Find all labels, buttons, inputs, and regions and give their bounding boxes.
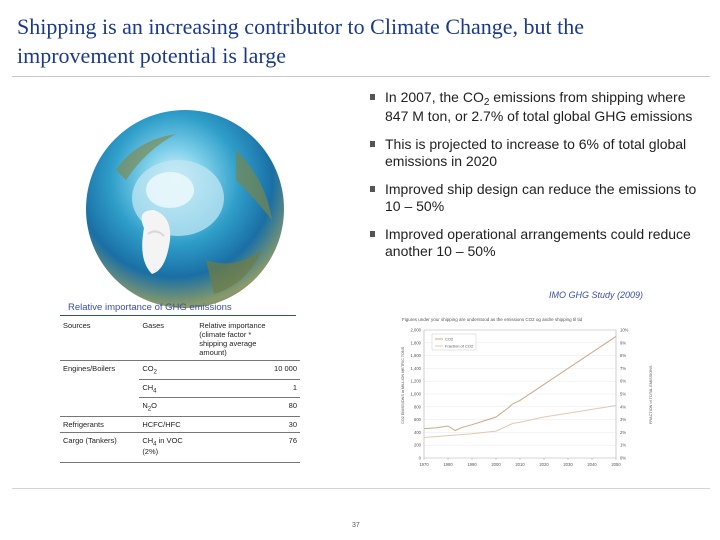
chart-y-tick-label: 1,200 — [411, 379, 422, 384]
chart-y2-tick-label: 10% — [620, 328, 629, 333]
chart-x-tick-label: 2050 — [611, 462, 621, 467]
bullet-text: Improved ship design can reduce the emis… — [385, 181, 697, 214]
key-points-list: In 2007, the CO2 emissions from shipping… — [370, 89, 700, 271]
chart-y2-tick-label: 5% — [620, 392, 626, 397]
chart-y2-tick-label: 3% — [620, 417, 626, 422]
bullet-point: Improved operational arrangements could … — [370, 226, 700, 260]
table-cell-source: Refrigerants — [60, 416, 140, 433]
arctic-globe-image — [86, 110, 284, 308]
table-header-row: Sources Gases Relative importance (clima… — [60, 318, 300, 361]
co2-emissions-chart: Figures under your shipping are understo… — [394, 314, 656, 474]
source-citation: IMO GHG Study (2009) — [549, 290, 644, 300]
chart-y-tick-label: 1,600 — [411, 353, 422, 358]
chart-series-line — [423, 335, 617, 432]
table-cell-gas: CO2 — [139, 360, 197, 380]
chart-y2-tick-label: 6% — [620, 379, 626, 384]
chart-y2-axis-label: FRACTION of TOTAL EMISSIONS — [649, 365, 653, 424]
chart-y2-tick-label: 4% — [620, 404, 626, 409]
chart-x-tick-label: 2040 — [587, 462, 597, 467]
chart-y-axis-label: CO2 EMISSIONS in MILLION METRIC TONS — [401, 346, 405, 424]
table-cell-gas: N2O — [139, 397, 197, 417]
bullet-square-icon — [370, 94, 375, 100]
chart-legend-label: CO2 — [445, 337, 454, 342]
table-cell-source — [60, 397, 140, 417]
table-cell-gas: CH4 — [139, 379, 197, 398]
chart-y-tick-label: 1,000 — [411, 392, 422, 397]
bullet-text: In 2007, the CO — [385, 89, 484, 105]
ghg-importance-table: Sources Gases Relative importance (clima… — [60, 318, 300, 463]
chart-y-tick-label: 1,400 — [411, 366, 422, 371]
page-number: 37 — [352, 522, 360, 529]
chart-y2-tick-label: 0% — [620, 456, 626, 461]
chart-y-tick-label: 400 — [414, 430, 422, 435]
chart-y2-tick-label: 8% — [620, 353, 626, 358]
chart-y2-tick-label: 9% — [620, 340, 626, 345]
chart-y-tick-label: 2,000 — [411, 328, 422, 333]
chart-y2-tick-label: 2% — [620, 430, 626, 435]
bullet-square-icon — [370, 141, 375, 147]
table-caption-divider — [60, 315, 296, 316]
slide-title: Shipping is an increasing contributor to… — [17, 14, 585, 68]
chart-x-tick-label: 2000 — [491, 462, 501, 467]
chart-x-tick-label: 1970 — [419, 462, 429, 467]
chart-y-tick-label: 800 — [414, 404, 422, 409]
chart-y-tick-label: 200 — [414, 443, 422, 448]
table-cell-gas: HCFC/HFC — [139, 416, 197, 433]
chart-x-tick-label: 2010 — [515, 462, 525, 467]
table-cell-value: 1 — [196, 379, 300, 398]
chart-title: Figures under your shipping are understo… — [402, 317, 583, 322]
chart-y2-tick-label: 1% — [620, 443, 626, 448]
chart-series-line — [423, 405, 617, 438]
table-cell-gas: CH4 in VOC (2%) — [139, 432, 197, 463]
bullet-point: Improved ship design can reduce the emis… — [370, 181, 700, 215]
chart-y-tick-label: 0 — [419, 456, 422, 461]
table-row: Cargo (Tankers) CH4 in VOC (2%) 76 — [60, 432, 300, 463]
table-row: Engines/Boilers CO2 10 000 — [60, 360, 300, 380]
chart-x-tick-label: 1990 — [467, 462, 477, 467]
table-caption: Relative importance of GHG emissions — [68, 302, 232, 313]
bullet-subscript: 2 — [483, 97, 490, 108]
chart-x-tick-label: 2030 — [563, 462, 573, 467]
bullet-text: Improved operational arrangements could … — [385, 226, 691, 259]
bullet-text: This is projected to increase to 6% of t… — [385, 136, 687, 169]
table-row: N2O 80 — [60, 397, 300, 417]
bullet-point: In 2007, the CO2 emissions from shipping… — [370, 89, 700, 125]
table-header-cell: Gases — [139, 318, 197, 361]
chart-x-tick-label: 2020 — [539, 462, 549, 467]
title-divider — [12, 76, 710, 77]
arctic-map-illustration — [116, 134, 272, 294]
chart-y2-tick-label: 7% — [620, 366, 626, 371]
table-cell-source: Engines/Boilers — [63, 364, 116, 373]
chart-y-tick-label: 600 — [414, 417, 422, 422]
table-cell-value: 30 — [196, 416, 300, 433]
table-header-cell: Relative importance (climate factor * sh… — [196, 318, 300, 361]
chart-canvas: Figures under your shipping are understo… — [401, 317, 653, 467]
table-cell-value: 76 — [196, 432, 300, 463]
table-row: CH4 1 — [60, 379, 300, 398]
table-cell-value: 80 — [196, 397, 300, 417]
table-header-cell: Sources — [60, 318, 140, 361]
footer-divider — [12, 488, 710, 489]
table-cell-source — [60, 379, 139, 398]
chart-x-tick-label: 1980 — [443, 462, 453, 467]
table-cell-value: 10 000 — [196, 360, 300, 380]
bullet-point: This is projected to increase to 6% of t… — [370, 136, 700, 170]
chart-legend-label: Fraction of CO2 — [445, 344, 474, 349]
bullet-text-continued: emissions from shipping where 847 M ton,… — [385, 89, 693, 124]
bullet-square-icon — [370, 231, 375, 237]
chart-y-tick-label: 1,800 — [411, 340, 422, 345]
table-cell-source: Cargo (Tankers) — [60, 432, 140, 463]
bullet-square-icon — [370, 186, 375, 192]
table-row: Refrigerants HCFC/HFC 30 — [60, 416, 300, 433]
